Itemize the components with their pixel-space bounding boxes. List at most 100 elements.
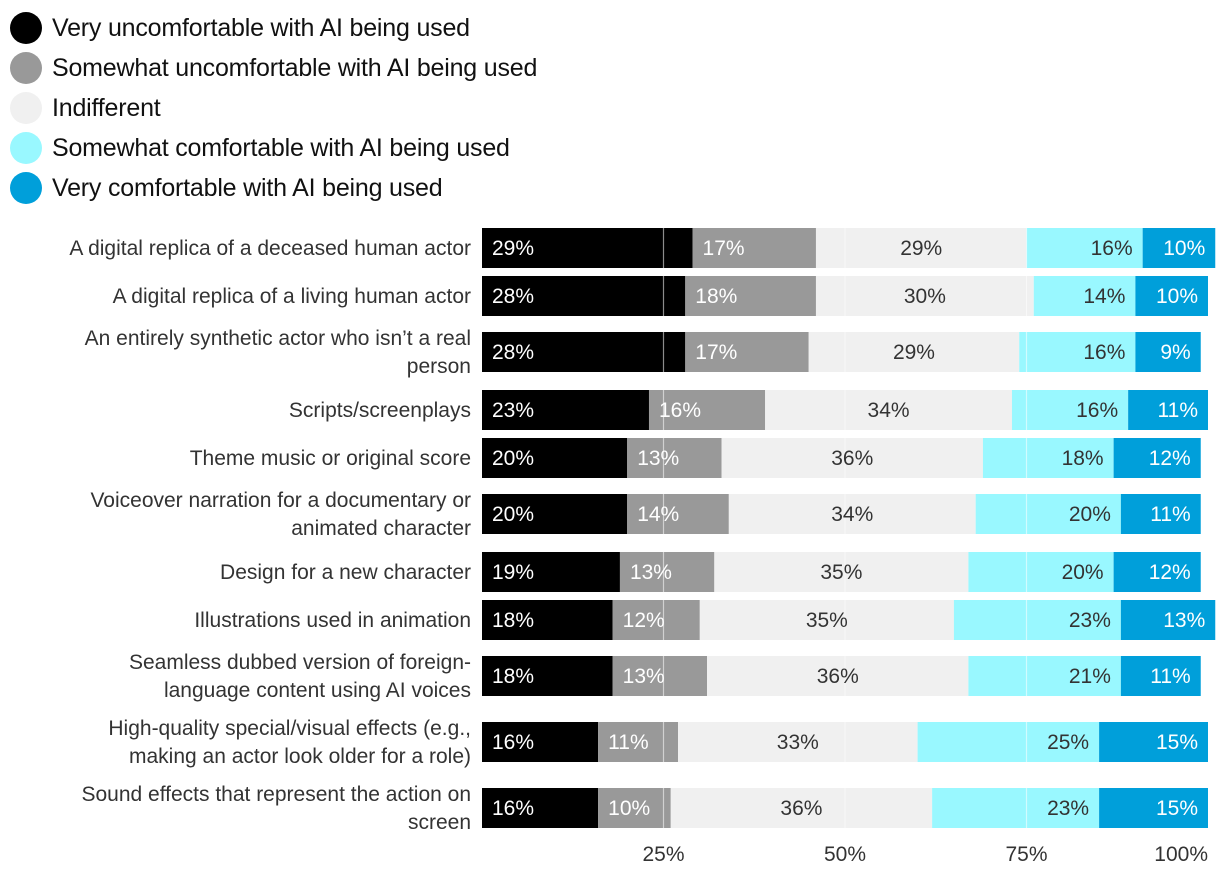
bar-segment: [627, 438, 722, 478]
bar-segment: [482, 788, 599, 828]
bar-segment: [482, 332, 686, 372]
legend-item: Somewhat uncomfortable with AI being use…: [10, 48, 710, 88]
bar-value-label: 13%: [623, 665, 665, 688]
category-label-line: A digital replica of a deceased human ac…: [69, 237, 471, 260]
bar-segment: [1033, 276, 1136, 316]
bar-value-label: 9%: [1160, 341, 1190, 364]
bar-segment: [1099, 722, 1208, 762]
bar-value-label: 29%: [900, 237, 942, 260]
bar-value-label: 16%: [492, 731, 534, 754]
category-label: Design for a new character: [220, 561, 471, 584]
bar-value-label: 11%: [608, 731, 648, 754]
bar-segment: [482, 656, 613, 696]
bar-value-label: 12%: [1149, 447, 1191, 470]
bar-value-label: 28%: [492, 285, 534, 308]
bar-value-label: 23%: [1047, 797, 1089, 820]
bar-value-label: 16%: [492, 797, 534, 820]
bar-segment: [678, 722, 918, 762]
bar-value-label: 12%: [1149, 561, 1191, 584]
category-label-line: language content using AI voices: [164, 679, 471, 702]
bar-segment: [598, 788, 671, 828]
category-label: Theme music or original score: [190, 447, 471, 470]
bar-segment: [714, 552, 969, 592]
bar-segment: [482, 228, 693, 268]
bar-segment: [808, 332, 1020, 372]
bar-segment: [1120, 656, 1201, 696]
category-label-line: animated character: [291, 517, 471, 540]
category-label-line: A digital replica of a living human acto…: [113, 285, 471, 308]
bar-segment: [1120, 600, 1216, 640]
bar-segment: [627, 494, 729, 534]
x-tick-label: 75%: [1005, 843, 1047, 866]
bar-segment: [612, 656, 708, 696]
bar-value-label: 20%: [492, 503, 534, 526]
category-label: Seamless dubbed version of foreign-langu…: [129, 651, 471, 702]
bar-segment: [1113, 438, 1201, 478]
bar-segment: [619, 552, 715, 592]
legend: Very uncomfortable with AI being used Som…: [10, 8, 710, 208]
bar-segment: [1113, 552, 1201, 592]
bar-value-label: 21%: [1069, 665, 1111, 688]
legend-swatch: [10, 172, 42, 204]
bar-segment: [932, 788, 1100, 828]
legend-swatch: [10, 132, 42, 164]
bar-segment: [1026, 228, 1143, 268]
bar-segment: [482, 600, 613, 640]
legend-item: Very comfortable with AI being used: [10, 168, 710, 208]
bar-value-label: 18%: [1062, 447, 1104, 470]
legend-swatch: [10, 52, 42, 84]
legend-label: Indifferent: [52, 93, 161, 122]
bar-value-label: 30%: [904, 285, 946, 308]
category-label-line: Voiceover narration for a documentary or: [90, 489, 471, 512]
bar-segment: [685, 332, 809, 372]
bar-value-label: 35%: [820, 561, 862, 584]
bar-segment: [1011, 390, 1129, 430]
x-tick-label: 100%: [1154, 843, 1208, 866]
legend-item: Indifferent: [10, 88, 710, 128]
bar-value-label: 36%: [831, 447, 873, 470]
bar-segment: [648, 390, 766, 430]
bar-segment: [917, 722, 1100, 762]
bar-value-label: 16%: [1076, 399, 1118, 422]
bar-value-label: 34%: [831, 503, 873, 526]
category-label: An entirely synthetic actor who isn’t a …: [85, 327, 471, 378]
legend-swatch: [10, 92, 42, 124]
category-label-line: Sound effects that represent the action …: [81, 783, 471, 806]
bar-value-label: 29%: [492, 237, 534, 260]
bar-value-label: 34%: [868, 399, 910, 422]
bar-value-label: 18%: [695, 285, 737, 308]
bar-value-label: 13%: [1163, 609, 1205, 632]
category-label-line: High-quality special/visual effects (e.g…: [108, 717, 471, 740]
bar-value-label: 10%: [1156, 285, 1198, 308]
bar-value-label: 36%: [817, 665, 859, 688]
bar-segment: [975, 494, 1121, 534]
bar-value-label: 15%: [1156, 731, 1198, 754]
bar-value-label: 13%: [637, 447, 679, 470]
bar-segment: [815, 276, 1034, 316]
bar-value-label: 28%: [492, 341, 534, 364]
bar-segment: [1135, 276, 1208, 316]
bar-segment: [953, 600, 1121, 640]
bar-value-label: 14%: [1083, 285, 1125, 308]
legend-item: Very uncomfortable with AI being used: [10, 8, 710, 48]
legend-label: Somewhat uncomfortable with AI being use…: [52, 53, 538, 82]
gridlines-group: [662, 228, 1028, 828]
bar-segment: [1019, 332, 1136, 372]
bar-value-label: 18%: [492, 665, 534, 688]
x-tick-label: 50%: [824, 843, 866, 866]
bar-value-label: 23%: [1069, 609, 1111, 632]
category-label: Illustrations used in animation: [194, 609, 471, 632]
bar-segment: [1135, 332, 1201, 372]
category-label-line: Scripts/screenplays: [289, 399, 471, 422]
bar-value-label: 13%: [630, 561, 672, 584]
bar-value-label: 11%: [1158, 399, 1198, 422]
bar-value-label: 20%: [492, 447, 534, 470]
bar-segment: [482, 438, 628, 478]
bar-segment: [482, 390, 649, 430]
bar-value-label: 29%: [893, 341, 935, 364]
bar-segment: [482, 552, 620, 592]
bar-segment: [968, 552, 1114, 592]
bar-segment: [692, 228, 816, 268]
legend-label: Somewhat comfortable with AI being used: [52, 133, 510, 162]
